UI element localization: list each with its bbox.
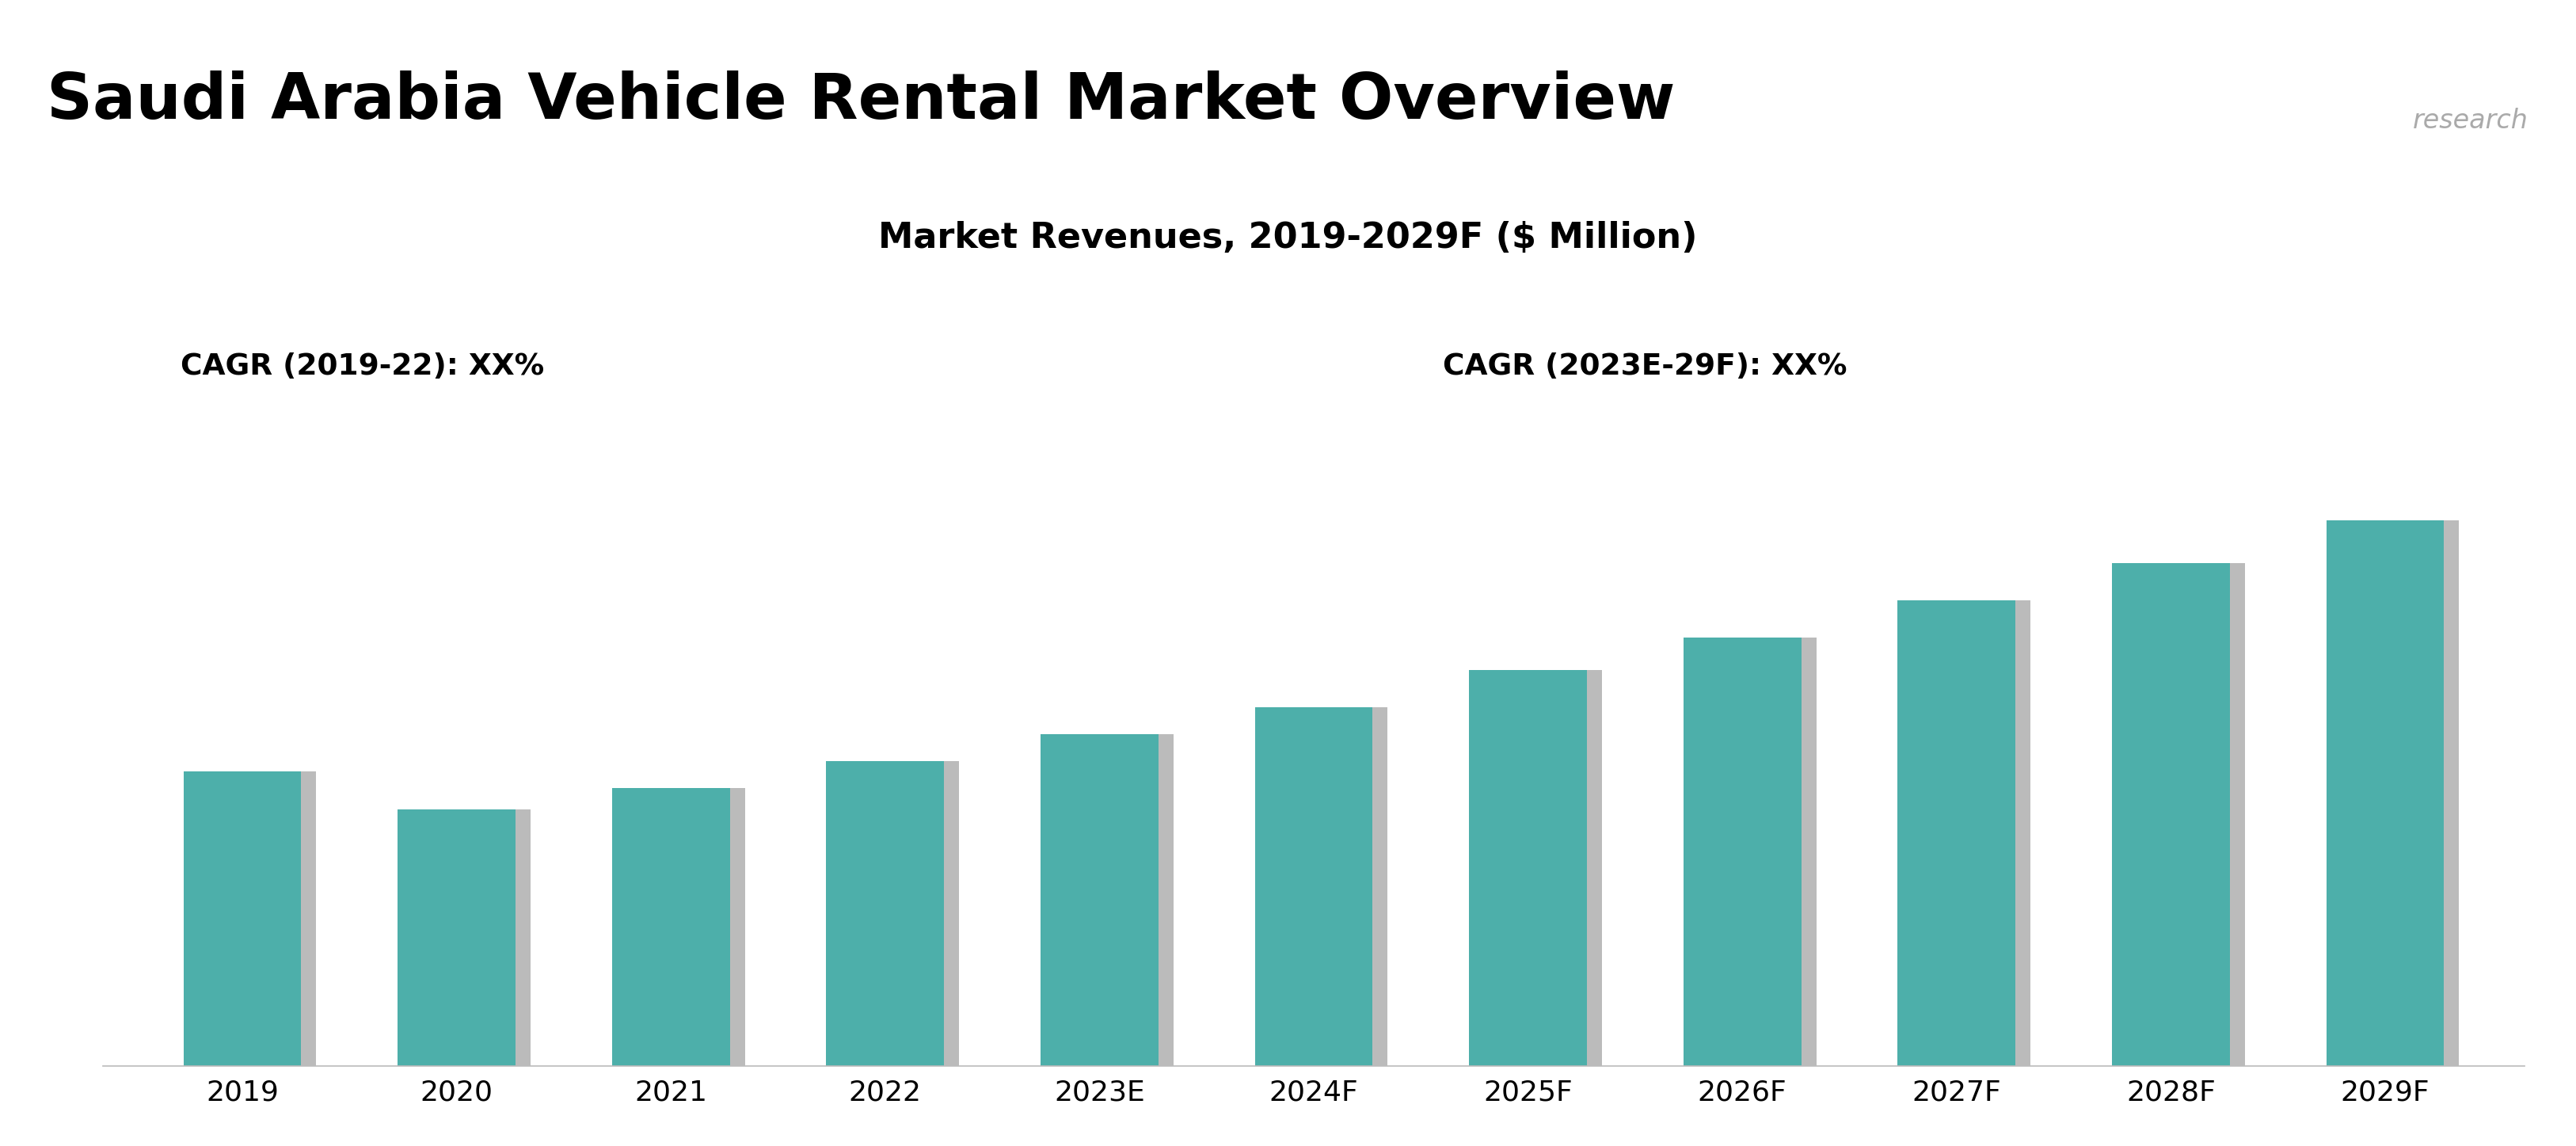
Bar xyxy=(2342,520,2460,1066)
Bar xyxy=(1682,638,1801,1066)
Bar xyxy=(626,787,744,1066)
Text: CAGR (2019-22): XX%: CAGR (2019-22): XX% xyxy=(180,353,544,380)
Bar xyxy=(1698,638,1816,1066)
Bar xyxy=(2326,520,2445,1066)
Bar xyxy=(1255,707,1373,1066)
Bar xyxy=(1270,707,1388,1066)
Text: CAGR (2023E-29F): XX%: CAGR (2023E-29F): XX% xyxy=(1443,353,1847,380)
Bar xyxy=(1041,735,1159,1066)
Text: research: research xyxy=(2414,108,2527,134)
Bar xyxy=(1914,601,2030,1066)
Bar xyxy=(842,761,958,1066)
Bar xyxy=(1468,670,1587,1066)
Bar xyxy=(397,809,515,1066)
Bar xyxy=(1484,670,1602,1066)
Bar xyxy=(1056,735,1175,1066)
Text: Saudi Arabia Vehicle Rental Market Overview: Saudi Arabia Vehicle Rental Market Overv… xyxy=(46,70,1674,132)
Text: Market Revenues, 2019-2029F ($ Million): Market Revenues, 2019-2029F ($ Million) xyxy=(878,221,1698,256)
Bar xyxy=(198,771,317,1066)
Bar xyxy=(183,771,301,1066)
Bar xyxy=(412,809,531,1066)
Bar xyxy=(2112,563,2231,1066)
Bar xyxy=(827,761,945,1066)
Bar xyxy=(613,787,729,1066)
Bar xyxy=(2128,563,2244,1066)
Text: 6W: 6W xyxy=(2269,57,2385,118)
Bar xyxy=(1899,601,2014,1066)
